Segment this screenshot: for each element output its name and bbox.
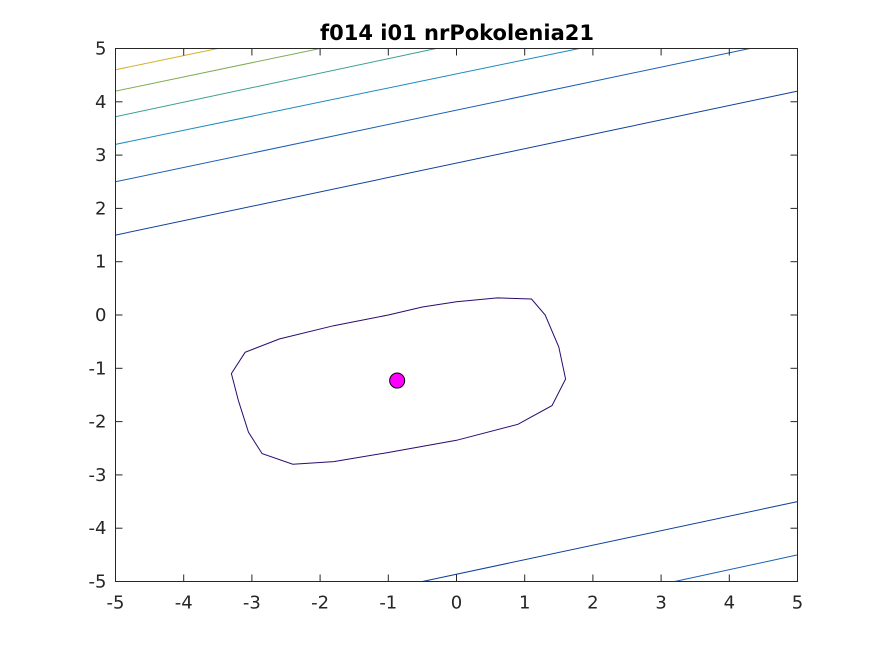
y-tick-label: 4 [95, 92, 106, 113]
y-tick-label: 0 [95, 305, 106, 326]
plot-area [115, 48, 798, 582]
x-tick-label: -1 [379, 593, 397, 614]
x-tick-label: 4 [724, 593, 735, 614]
contour-line-1 [230, 297, 567, 465]
y-tick-label: 1 [95, 252, 106, 273]
y-tick-label: -4 [89, 518, 107, 539]
contour-line-2 [115, 90, 798, 236]
x-tick-label: 1 [519, 593, 530, 614]
contour-line-3 [115, 48, 750, 183]
y-tick-label: -2 [89, 412, 107, 433]
x-tick-label: 0 [451, 593, 462, 614]
y-tick-label: 2 [95, 198, 106, 219]
contour-line-4 [115, 48, 580, 145]
contour-line-5 [115, 48, 437, 118]
y-tick-label: -5 [89, 572, 107, 593]
contour-line-9 [674, 554, 798, 582]
chart-title: f014 i01 nrPokolenia21 [320, 21, 594, 45]
x-axis: -5 -4 -3 -2 -1 0 1 2 3 4 5 [107, 48, 803, 614]
y-tick-label: 5 [95, 39, 106, 60]
x-tick-label: -2 [311, 593, 329, 614]
x-tick-label: -4 [175, 593, 193, 614]
x-tick-label: -3 [243, 593, 261, 614]
x-tick-label: 5 [792, 593, 803, 614]
axes-box [115, 48, 798, 582]
best-point-marker [389, 372, 406, 389]
y-tick-label: 3 [95, 145, 106, 166]
x-tick-label: 3 [655, 593, 666, 614]
y-tick-label: -3 [89, 465, 107, 486]
x-tick-label: -5 [107, 593, 125, 614]
x-tick-label: 2 [587, 593, 598, 614]
contour-line-6 [115, 48, 321, 92]
y-tick-label: -1 [89, 358, 107, 379]
contour-line-7 [115, 48, 218, 71]
contour-line-8 [422, 501, 798, 582]
